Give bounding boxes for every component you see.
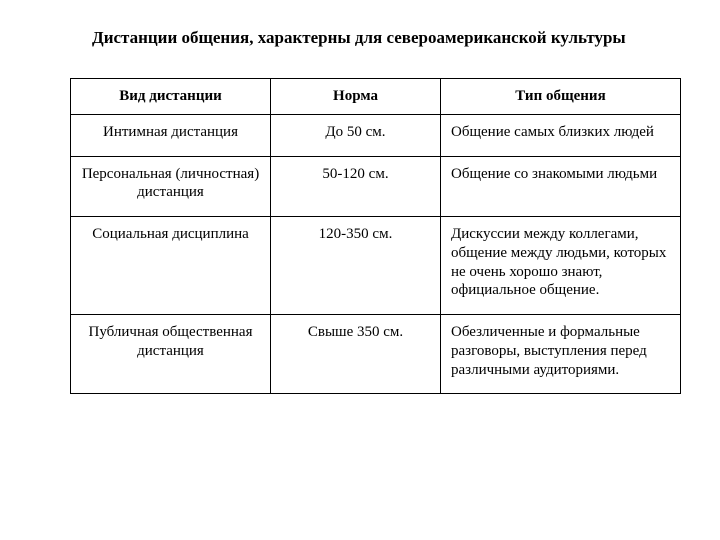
cell-norm: 50-120 см. bbox=[271, 156, 441, 217]
table-row: Социальная дисциплина 120-350 см. Дискус… bbox=[71, 217, 681, 315]
table-row: Персональная (личностная) дистанция 50-1… bbox=[71, 156, 681, 217]
cell-norm: До 50 см. bbox=[271, 114, 441, 156]
cell-distance-type: Персональная (личностная) дистанция bbox=[71, 156, 271, 217]
page-title: Дистанции общения, характерны для северо… bbox=[92, 28, 680, 48]
col-header-norm: Норма bbox=[271, 79, 441, 115]
page: Дистанции общения, характерны для северо… bbox=[0, 0, 720, 540]
cell-communication: Дискуссии между коллегами, общение между… bbox=[441, 217, 681, 315]
cell-communication: Обезличенные и формальные разговоры, выс… bbox=[441, 315, 681, 394]
cell-communication: Общение со знакомыми людьми bbox=[441, 156, 681, 217]
cell-norm: 120-350 см. bbox=[271, 217, 441, 315]
table-row: Публичная общественная дистанция Свыше 3… bbox=[71, 315, 681, 394]
table-header-row: Вид дистанции Норма Тип общения bbox=[71, 79, 681, 115]
table-row: Интимная дистанция До 50 см. Общение сам… bbox=[71, 114, 681, 156]
cell-distance-type: Социальная дисциплина bbox=[71, 217, 271, 315]
col-header-type: Вид дистанции bbox=[71, 79, 271, 115]
cell-distance-type: Интимная дистанция bbox=[71, 114, 271, 156]
cell-communication: Общение самых близких людей bbox=[441, 114, 681, 156]
distance-table: Вид дистанции Норма Тип общения Интимная… bbox=[70, 78, 681, 394]
col-header-comm: Тип общения bbox=[441, 79, 681, 115]
cell-distance-type: Публичная общественная дистанция bbox=[71, 315, 271, 394]
cell-norm: Свыше 350 см. bbox=[271, 315, 441, 394]
